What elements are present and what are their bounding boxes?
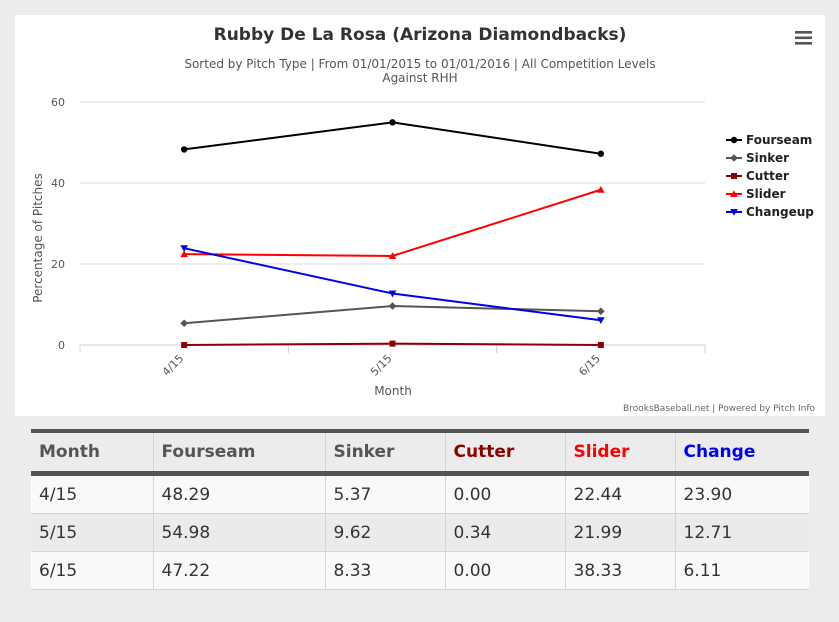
- legend-marker-fourseam: [730, 136, 738, 144]
- header-fourseam: Fourseam: [152, 429, 325, 476]
- y-axis-ticks: 0 20 40 60: [51, 96, 65, 352]
- series-slider: [180, 185, 605, 259]
- series-fourseam: [180, 119, 605, 157]
- cell-change: 23.90: [674, 473, 809, 514]
- legend: Fourseam Sinker Cutter Slider Changeup: [726, 133, 814, 219]
- data-point-fourseam: [389, 119, 396, 126]
- cell-month: 5/15: [31, 513, 153, 552]
- data-point-cutter: [597, 342, 604, 348]
- data-point-sinker: [388, 302, 397, 310]
- header-change: Change: [674, 429, 809, 476]
- cell-cutter: 0.00: [444, 551, 565, 590]
- data-point-changeup: [388, 290, 397, 298]
- legend-item-sinker[interactable]: Sinker: [726, 151, 789, 165]
- y-tick-label: 60: [51, 96, 65, 109]
- cell-month: 4/15: [31, 473, 153, 514]
- cell-fourseam: 47.22: [152, 551, 325, 590]
- data-point-slider: [180, 250, 188, 258]
- y-tick-label: 0: [58, 339, 65, 352]
- cell-fourseam: 48.29: [152, 473, 325, 514]
- legend-item-slider[interactable]: Slider: [726, 187, 786, 201]
- legend-marker-changeup: [730, 209, 738, 216]
- legend-item-changeup[interactable]: Changeup: [726, 205, 814, 219]
- cell-change: 6.11: [674, 551, 809, 590]
- header-slider: Slider: [564, 429, 675, 476]
- cell-sinker: 5.37: [324, 473, 445, 514]
- data-point-sinker: [597, 307, 605, 316]
- legend-marker-slider: [730, 190, 738, 197]
- chart-menu-button[interactable]: [795, 31, 812, 45]
- header-cutter: Cutter: [444, 429, 565, 476]
- series-plot-area: [180, 119, 605, 348]
- y-axis-title: Percentage of Pitches: [31, 173, 45, 303]
- legend-label-sinker: Sinker: [746, 151, 789, 165]
- series-sinker: [180, 302, 605, 328]
- table-row: 5/15 54.98 9.62 0.34 21.99 12.71: [31, 513, 809, 552]
- table-row: 6/15 47.22 8.33 0.00 38.33 6.11: [31, 551, 809, 590]
- chart-subtitle-line-2: Against RHH: [382, 71, 457, 85]
- cell-slider: 21.99: [564, 513, 675, 552]
- legend-item-cutter[interactable]: Cutter: [726, 169, 789, 183]
- chart-panel: Rubby De La Rosa (Arizona Diamondbacks) …: [15, 15, 825, 416]
- data-point-slider: [597, 185, 605, 193]
- header-sinker: Sinker: [324, 429, 445, 476]
- series-line-fourseam: [184, 121, 601, 155]
- table-row: 4/15 48.29 5.37 0.00 22.44 23.90: [31, 473, 809, 514]
- chart-credits: BrooksBaseball.net | Powered by Pitch In…: [623, 404, 815, 414]
- pitch-usage-table: Month Fourseam Sinker Cutter Slider Chan…: [31, 429, 809, 590]
- header-month: Month: [31, 429, 153, 476]
- data-point-cutter: [181, 342, 188, 348]
- cell-sinker: 8.33: [324, 551, 445, 590]
- x-axis-title: Month: [374, 384, 412, 398]
- x-axis: 4/15 5/15 6/15: [79, 344, 706, 379]
- cell-slider: 22.44: [564, 473, 675, 514]
- cell-slider: 38.33: [564, 551, 675, 590]
- grid: [80, 101, 705, 265]
- cell-cutter: 0.00: [444, 473, 565, 514]
- legend-label-fourseam: Fourseam: [746, 133, 812, 147]
- data-point-cutter: [389, 340, 396, 347]
- x-tick-label: 5/15: [368, 352, 395, 379]
- data-point-sinker: [180, 319, 188, 328]
- cell-fourseam: 54.98: [152, 513, 325, 552]
- series-cutter: [181, 340, 604, 348]
- series-changeup: [180, 245, 605, 325]
- legend-marker-sinker: [730, 154, 738, 162]
- cell-sinker: 9.62: [324, 513, 445, 552]
- x-tick-label: 6/15: [576, 352, 603, 379]
- chart-title: Rubby De La Rosa (Arizona Diamondbacks): [214, 25, 627, 45]
- data-point-changeup: [180, 245, 188, 253]
- y-tick-label: 40: [51, 177, 65, 190]
- line-chart: Rubby De La Rosa (Arizona Diamondbacks) …: [31, 25, 815, 414]
- legend-item-fourseam[interactable]: Fourseam: [726, 133, 812, 147]
- legend-label-cutter: Cutter: [746, 169, 789, 183]
- series-line-slider: [184, 188, 602, 257]
- data-point-slider: [388, 252, 397, 259]
- data-point-fourseam: [180, 146, 188, 153]
- cell-cutter: 0.34: [444, 513, 565, 552]
- cell-month: 6/15: [31, 551, 153, 590]
- hamburger-menu-icon: [795, 31, 812, 45]
- data-point-fourseam: [597, 150, 605, 157]
- chart-subtitle-line-1: Sorted by Pitch Type | From 01/01/2015 t…: [184, 57, 655, 71]
- table-header-row: Month Fourseam Sinker Cutter Slider Chan…: [31, 429, 809, 476]
- legend-label-changeup: Changeup: [746, 205, 814, 219]
- cell-change: 12.71: [674, 513, 809, 552]
- data-point-changeup: [597, 317, 605, 325]
- x-tick-label: 4/15: [160, 352, 187, 379]
- y-tick-label: 20: [51, 258, 65, 271]
- legend-label-slider: Slider: [746, 187, 786, 201]
- legend-marker-cutter: [731, 173, 737, 179]
